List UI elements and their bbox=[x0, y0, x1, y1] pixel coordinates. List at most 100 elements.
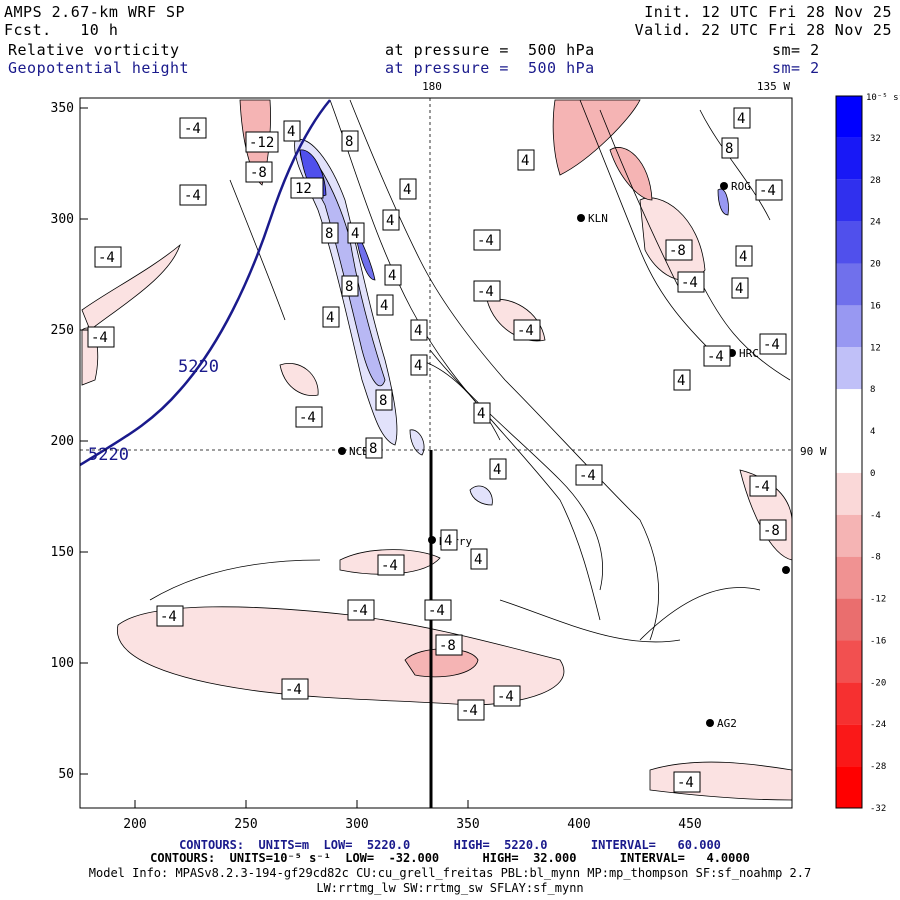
svg-text:-4: -4 bbox=[285, 682, 302, 698]
label-box: 8 bbox=[321, 222, 339, 244]
label-box: -4 bbox=[493, 685, 521, 707]
label-box: 4 bbox=[322, 306, 340, 328]
colorbar-tick: -8 bbox=[870, 553, 881, 563]
x-tick: 200 bbox=[123, 817, 146, 832]
svg-text:4: 4 bbox=[735, 281, 743, 297]
colorbar-units: 10⁻⁵ s⁻¹ bbox=[866, 93, 900, 103]
model-title: AMPS 2.67-km WRF SP bbox=[4, 3, 186, 21]
y-tick: 300 bbox=[51, 212, 74, 227]
svg-text:-4: -4 bbox=[184, 188, 201, 204]
init-time: Init. 12 UTC Fri 28 Nov 25 bbox=[644, 3, 892, 21]
colorbar-tick: -12 bbox=[870, 595, 886, 605]
svg-text:-4: -4 bbox=[299, 410, 316, 426]
label-box: 4 bbox=[283, 120, 301, 142]
svg-text:8: 8 bbox=[725, 141, 733, 157]
x-axis-labels: 200 250 300 350 400 450 bbox=[123, 817, 701, 832]
label-box: 4 bbox=[489, 458, 507, 480]
forecast-hour: Fcst. 10 h bbox=[4, 21, 119, 39]
label-box: -4 bbox=[281, 678, 309, 700]
svg-text:-4: -4 bbox=[497, 689, 514, 705]
pressure-level-2: at pressure = 500 hPa bbox=[385, 59, 595, 77]
height-label-2: 5220 bbox=[88, 445, 129, 465]
label-box: 4 bbox=[376, 294, 394, 316]
label-box: -4 bbox=[749, 475, 777, 497]
svg-text:4: 4 bbox=[414, 323, 422, 339]
colorbar-swatch bbox=[836, 472, 862, 515]
colorbar-tick: -16 bbox=[870, 636, 886, 646]
colorbar-swatch bbox=[836, 389, 862, 432]
label-box: -4 bbox=[377, 554, 405, 576]
station-marker-east bbox=[782, 566, 790, 574]
svg-text:4: 4 bbox=[474, 552, 482, 568]
label-box: -4 bbox=[703, 345, 731, 367]
svg-text:-4: -4 bbox=[759, 183, 776, 199]
svg-text:-8: -8 bbox=[250, 165, 267, 181]
negative-vorticity-core bbox=[404, 648, 479, 678]
station-rog: ROG bbox=[731, 180, 751, 193]
label-box: 4 bbox=[347, 222, 365, 244]
smoothing-2: sm= 2 bbox=[772, 59, 820, 77]
station-marker-rog bbox=[720, 182, 728, 190]
colorbar: 32 28 24 20 16 12 8 4 0 -4 -8 -12 -16 -20 -24 -28 -32 bbox=[835, 95, 886, 814]
svg-text:4: 4 bbox=[386, 213, 394, 229]
svg-text:4: 4 bbox=[287, 124, 295, 140]
colorbar-swatch bbox=[836, 556, 862, 599]
station-ag2: AG2 bbox=[717, 717, 737, 730]
y-tick: 100 bbox=[51, 656, 74, 671]
station-marker-kln bbox=[577, 214, 585, 222]
y-tick: 350 bbox=[51, 101, 74, 116]
label-box: -4 bbox=[677, 271, 705, 293]
colorbar-frame bbox=[835, 95, 863, 809]
label-box: -8 bbox=[665, 239, 693, 261]
label-box: 4 bbox=[735, 245, 753, 267]
label-box: -4 bbox=[673, 771, 701, 793]
colorbar-tick: 8 bbox=[870, 385, 875, 395]
positive-vorticity-mid bbox=[299, 149, 386, 387]
svg-text:4: 4 bbox=[351, 226, 359, 242]
label-box: -4 bbox=[473, 229, 501, 251]
svg-text:4: 4 bbox=[737, 111, 745, 127]
svg-text:4: 4 bbox=[403, 182, 411, 198]
colorbar-tick: 12 bbox=[870, 343, 881, 353]
footer-vorticity-contours: CONTOURS: UNITS=10⁻⁵ s⁻¹ LOW= -32.000 HI… bbox=[150, 851, 750, 865]
svg-text:4: 4 bbox=[380, 298, 388, 314]
vorticity-contours bbox=[149, 99, 791, 643]
colorbar-swatch bbox=[836, 766, 862, 808]
svg-text:-8: -8 bbox=[763, 523, 780, 539]
negative-top-right bbox=[552, 99, 641, 176]
svg-text:4: 4 bbox=[414, 358, 422, 374]
colorbar-swatch bbox=[836, 347, 862, 390]
svg-text:8: 8 bbox=[345, 134, 353, 150]
svg-text:-4: -4 bbox=[579, 468, 596, 484]
label-box: 4 bbox=[733, 107, 751, 129]
colorbar-tick: 32 bbox=[870, 134, 881, 144]
label-box: 4 bbox=[382, 209, 400, 231]
svg-text:-4: -4 bbox=[681, 275, 698, 291]
label-box: -4 bbox=[457, 699, 485, 721]
x-tick: 450 bbox=[678, 817, 701, 832]
y-tick: 200 bbox=[51, 434, 74, 449]
colorbar-tick: 16 bbox=[870, 301, 881, 311]
colorbar-swatch bbox=[836, 514, 862, 557]
svg-text:4: 4 bbox=[677, 373, 685, 389]
svg-text:4: 4 bbox=[521, 153, 529, 169]
colorbar-tick: 0 bbox=[870, 469, 875, 479]
x-tick: 250 bbox=[234, 817, 257, 832]
colorbar-swatch bbox=[836, 598, 862, 641]
label-box: -12 bbox=[245, 131, 279, 153]
label-box: -4 bbox=[179, 117, 207, 139]
label-box: -4 bbox=[295, 406, 323, 428]
positive-small-2 bbox=[469, 485, 493, 506]
station-hrc: HRC bbox=[739, 347, 759, 360]
label-box: -4 bbox=[759, 333, 787, 355]
colorbar-swatch bbox=[836, 431, 862, 473]
station-marker-ncb bbox=[338, 447, 346, 455]
label-box: -4 bbox=[424, 599, 452, 621]
svg-text:-8: -8 bbox=[439, 638, 456, 654]
svg-text:-4: -4 bbox=[477, 284, 494, 300]
label-box: -4 bbox=[473, 280, 501, 302]
x-tick: 300 bbox=[345, 817, 368, 832]
colorbar-tick: -28 bbox=[870, 762, 886, 772]
smoothing-1: sm= 2 bbox=[772, 41, 820, 59]
svg-text:-4: -4 bbox=[763, 337, 780, 353]
